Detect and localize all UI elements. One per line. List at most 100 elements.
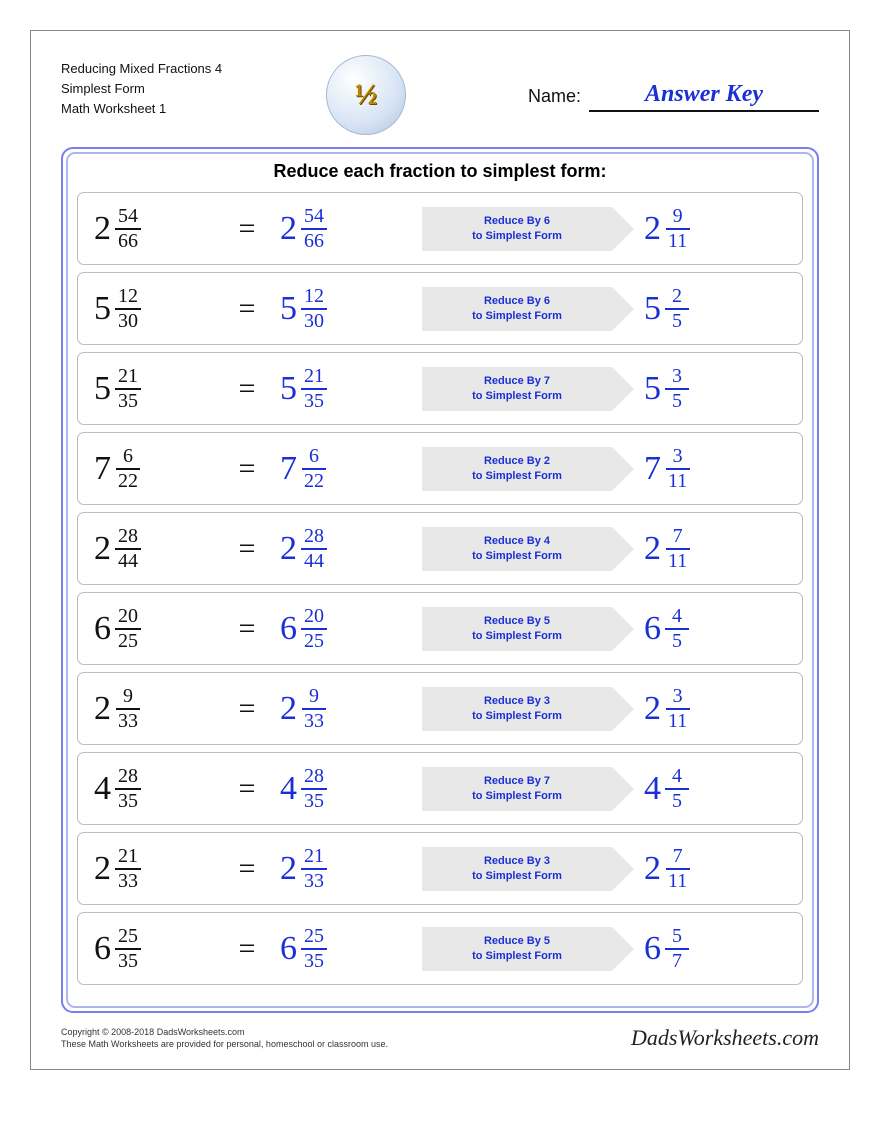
denominator: 33 [301, 870, 327, 892]
whole-number: 4 [280, 772, 297, 806]
whole-number: 6 [280, 612, 297, 646]
denominator: 5 [669, 630, 685, 652]
whole-number: 4 [94, 772, 111, 806]
arrow-line-2: to Simplest Form [472, 389, 562, 404]
fraction: 12 30 [115, 286, 141, 332]
mixed-fraction: 6 20 25 [280, 606, 327, 652]
reduce-arrow: Reduce By 7 to Simplest Form [422, 367, 612, 411]
problem-original: 5 12 30 [94, 286, 214, 332]
numerator: 21 [301, 366, 327, 390]
problem-original: 2 28 44 [94, 526, 214, 572]
equals-sign: = [232, 212, 262, 246]
mixed-fraction: 2 3 11 [644, 686, 690, 732]
numerator: 54 [301, 206, 327, 230]
mixed-fraction: 5 21 35 [280, 366, 327, 412]
fraction: 21 35 [301, 366, 327, 412]
problem-answer: 6 4 5 [644, 606, 764, 652]
whole-number: 5 [94, 372, 111, 406]
mixed-fraction: 2 28 44 [280, 526, 327, 572]
fraction: 9 33 [115, 686, 141, 732]
denominator: 25 [115, 630, 141, 652]
denominator: 30 [301, 310, 327, 332]
reduce-arrow: Reduce By 5 to Simplest Form [422, 927, 612, 971]
numerator: 3 [665, 366, 689, 390]
fraction: 5 7 [665, 926, 689, 972]
problem-answer: 6 5 7 [644, 926, 764, 972]
mixed-fraction: 2 9 33 [280, 686, 327, 732]
problem-copy: 5 12 30 [280, 286, 400, 332]
numerator: 20 [115, 606, 141, 630]
arrow-line-2: to Simplest Form [472, 949, 562, 964]
whole-number: 5 [644, 372, 661, 406]
fraction: 4 5 [665, 606, 689, 652]
denominator: 33 [115, 870, 141, 892]
whole-number: 2 [644, 532, 661, 566]
copyright: Copyright © 2008-2018 DadsWorksheets.com [61, 1026, 388, 1039]
problem-original: 5 21 35 [94, 366, 214, 412]
arrow-container: Reduce By 7 to Simplest Form [410, 367, 634, 411]
denominator: 22 [115, 470, 141, 492]
fraction: 25 35 [301, 926, 327, 972]
mixed-fraction: 2 54 66 [280, 206, 327, 252]
mixed-fraction: 6 4 5 [644, 606, 689, 652]
denominator: 11 [665, 470, 690, 492]
whole-number: 2 [94, 852, 111, 886]
arrow-line-1: Reduce By 7 [484, 374, 550, 389]
problem-copy: 2 21 33 [280, 846, 400, 892]
fraction: 7 11 [665, 526, 690, 572]
reduce-arrow: Reduce By 3 to Simplest Form [422, 847, 612, 891]
brand-logo: DadsWorksheets.com [631, 1025, 819, 1051]
panel-title: Reduce each fraction to simplest form: [73, 161, 807, 182]
problem-answer: 7 3 11 [644, 446, 764, 492]
denominator: 22 [301, 470, 327, 492]
arrow-container: Reduce By 7 to Simplest Form [410, 767, 634, 811]
numerator: 7 [666, 846, 690, 870]
numerator: 9 [302, 686, 326, 710]
mixed-fraction: 4 28 35 [94, 766, 141, 812]
numerator: 7 [666, 526, 690, 550]
problem-copy: 2 9 33 [280, 686, 400, 732]
whole-number: 2 [280, 212, 297, 246]
numerator: 28 [301, 766, 327, 790]
fraction: 25 35 [115, 926, 141, 972]
whole-number: 2 [280, 692, 297, 726]
numerator: 9 [116, 686, 140, 710]
fraction: 7 11 [665, 846, 690, 892]
reduce-arrow: Reduce By 3 to Simplest Form [422, 687, 612, 731]
denominator: 11 [665, 230, 690, 252]
fraction: 21 33 [115, 846, 141, 892]
whole-number: 2 [644, 692, 661, 726]
problem-answer: 5 3 5 [644, 366, 764, 412]
fraction: 12 30 [301, 286, 327, 332]
fraction: 28 44 [115, 526, 141, 572]
reduce-arrow: Reduce By 6 to Simplest Form [422, 287, 612, 331]
equals-sign: = [232, 932, 262, 966]
whole-number: 2 [280, 532, 297, 566]
whole-number: 5 [280, 372, 297, 406]
denominator: 30 [115, 310, 141, 332]
fraction: 21 35 [115, 366, 141, 412]
whole-number: 6 [644, 612, 661, 646]
denominator: 5 [669, 310, 685, 332]
mixed-fraction: 4 4 5 [644, 766, 689, 812]
denominator: 66 [115, 230, 141, 252]
whole-number: 7 [280, 452, 297, 486]
mixed-fraction: 5 21 35 [94, 366, 141, 412]
denominator: 44 [115, 550, 141, 572]
problem-rows: 2 54 66 = 2 54 66 Reduce By 6 to Simples… [73, 192, 807, 985]
arrow-line-1: Reduce By 7 [484, 774, 550, 789]
arrow-line-2: to Simplest Form [472, 309, 562, 324]
mixed-fraction: 2 54 66 [94, 206, 141, 252]
arrow-container: Reduce By 6 to Simplest Form [410, 207, 634, 251]
numerator: 21 [115, 366, 141, 390]
mixed-fraction: 6 25 35 [280, 926, 327, 972]
fraction: 6 22 [115, 446, 141, 492]
fraction: 9 33 [301, 686, 327, 732]
problem-original: 2 21 33 [94, 846, 214, 892]
numerator: 21 [115, 846, 141, 870]
arrow-container: Reduce By 6 to Simplest Form [410, 287, 634, 331]
problem-row: 5 21 35 = 5 21 35 Reduce By 7 to Simples… [77, 352, 803, 425]
problem-row: 2 21 33 = 2 21 33 Reduce By 3 to Simples… [77, 832, 803, 905]
arrow-container: Reduce By 3 to Simplest Form [410, 847, 634, 891]
reduce-arrow: Reduce By 7 to Simplest Form [422, 767, 612, 811]
